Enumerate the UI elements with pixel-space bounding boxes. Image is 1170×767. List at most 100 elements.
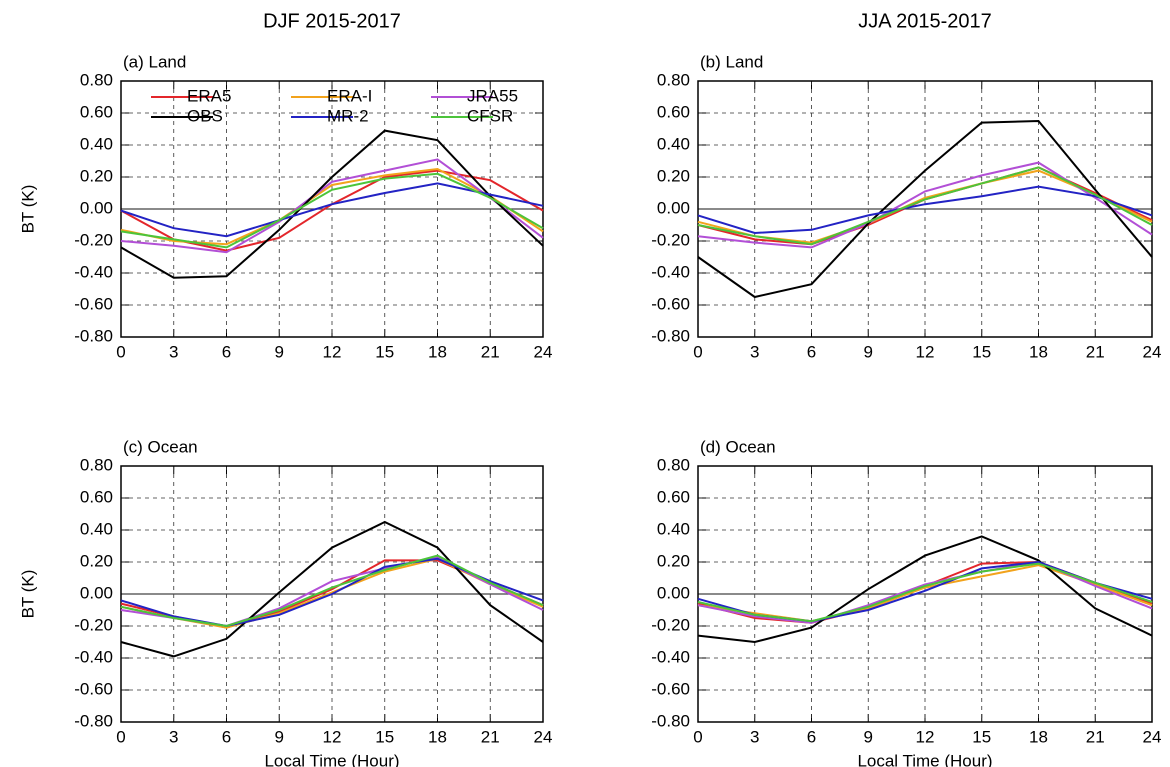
y-axis-label: BT (K) [18, 570, 37, 619]
x-tick-label: 15 [375, 727, 394, 746]
x-tick-label: 21 [481, 727, 500, 746]
panel-label: (c) Ocean [123, 437, 198, 456]
plot-frame [697, 465, 1153, 723]
y-tick-label: -0.80 [74, 711, 113, 730]
series-line [697, 119, 1153, 299]
y-tick-label: -0.60 [651, 294, 690, 313]
x-tick-label: 18 [1029, 727, 1048, 746]
y-tick-label: 0.80 [80, 455, 113, 474]
x-tick-label: 21 [1086, 727, 1105, 746]
plot-frame [120, 465, 544, 723]
series-line [697, 166, 1153, 246]
y-tick-label: -0.20 [74, 615, 113, 634]
x-tick-label: 24 [1143, 727, 1162, 746]
y-tick-label: -0.60 [651, 679, 690, 698]
y-axis-label: BT (K) [18, 185, 37, 234]
y-tick-label: 0.20 [80, 551, 113, 570]
series-line [697, 560, 1153, 624]
x-tick-label: 6 [807, 727, 816, 746]
series-line [697, 562, 1153, 623]
x-tick-label: 12 [323, 342, 342, 361]
y-tick-label: -0.80 [74, 326, 113, 345]
x-tick-label: 6 [807, 342, 816, 361]
x-tick-label: 9 [275, 727, 284, 746]
x-tick-label: 12 [916, 727, 935, 746]
x-tick-label: 18 [428, 342, 447, 361]
y-tick-label: 0.20 [657, 551, 690, 570]
x-tick-label: 18 [428, 727, 447, 746]
series-line [120, 520, 544, 658]
x-tick-label: 21 [1086, 342, 1105, 361]
x-tick-label: 15 [972, 342, 991, 361]
y-tick-label: 0.00 [657, 583, 690, 602]
column-title: DJF 2015-2017 [263, 10, 401, 32]
x-tick-label: 0 [116, 342, 125, 361]
x-tick-label: 15 [375, 342, 394, 361]
y-tick-label: 0.80 [80, 70, 113, 89]
y-tick-label: -0.20 [651, 230, 690, 249]
y-tick-label: 0.60 [657, 487, 690, 506]
panel-label: (b) Land [700, 52, 763, 71]
panel-label: (d) Ocean [700, 437, 776, 456]
y-tick-label: -0.40 [651, 647, 690, 666]
series-line [697, 185, 1153, 235]
legend-label: CFSR [467, 106, 513, 125]
y-tick-label: 0.00 [657, 198, 690, 217]
y-tick-label: 0.20 [80, 166, 113, 185]
x-tick-label: 3 [750, 727, 759, 746]
x-tick-label: 12 [323, 727, 342, 746]
y-tick-label: 0.80 [657, 70, 690, 89]
legend-label: OBS [187, 106, 223, 125]
y-tick-label: -0.80 [651, 326, 690, 345]
y-tick-label: -0.60 [74, 679, 113, 698]
x-tick-label: 3 [169, 727, 178, 746]
x-tick-label: 24 [1143, 342, 1162, 361]
x-tick-label: 0 [693, 342, 702, 361]
y-tick-label: -0.80 [651, 711, 690, 730]
x-tick-label: 24 [534, 727, 553, 746]
x-tick-label: 6 [222, 342, 231, 361]
x-tick-label: 21 [481, 342, 500, 361]
column-title: JJA 2015-2017 [858, 10, 991, 32]
x-tick-label: 6 [222, 727, 231, 746]
series-line [697, 535, 1153, 644]
series-line [120, 158, 544, 254]
x-axis-label: Local Time (Hour) [264, 751, 399, 767]
x-tick-label: 0 [693, 727, 702, 746]
y-tick-label: -0.40 [74, 647, 113, 666]
y-tick-label: 0.00 [80, 198, 113, 217]
x-tick-label: 3 [750, 342, 759, 361]
x-tick-label: 9 [864, 727, 873, 746]
y-tick-label: -0.40 [74, 262, 113, 281]
y-tick-label: 0.40 [80, 519, 113, 538]
x-tick-label: 15 [972, 727, 991, 746]
y-tick-label: -0.40 [651, 262, 690, 281]
legend-label: ERA5 [187, 86, 231, 105]
y-tick-label: -0.60 [74, 294, 113, 313]
plot-frame [120, 80, 544, 338]
series-line [120, 172, 544, 249]
x-tick-label: 9 [864, 342, 873, 361]
y-tick-label: -0.20 [651, 615, 690, 634]
y-tick-label: 0.80 [657, 455, 690, 474]
x-axis-label: Local Time (Hour) [857, 751, 992, 767]
x-tick-label: 3 [169, 342, 178, 361]
y-tick-label: 0.60 [80, 487, 113, 506]
x-tick-label: 0 [116, 727, 125, 746]
y-tick-label: 0.20 [657, 166, 690, 185]
y-tick-label: -0.20 [74, 230, 113, 249]
y-tick-label: 0.40 [657, 134, 690, 153]
y-tick-label: 0.40 [80, 134, 113, 153]
legend-label: ERA-I [327, 86, 372, 105]
plot-frame [697, 80, 1153, 338]
x-tick-label: 12 [916, 342, 935, 361]
series-line [120, 129, 544, 279]
x-tick-label: 24 [534, 342, 553, 361]
x-tick-label: 18 [1029, 342, 1048, 361]
x-tick-label: 9 [275, 342, 284, 361]
y-tick-label: 0.40 [657, 519, 690, 538]
y-tick-label: 0.60 [80, 102, 113, 121]
legend-label: MR-2 [327, 106, 369, 125]
y-tick-label: 0.60 [657, 102, 690, 121]
